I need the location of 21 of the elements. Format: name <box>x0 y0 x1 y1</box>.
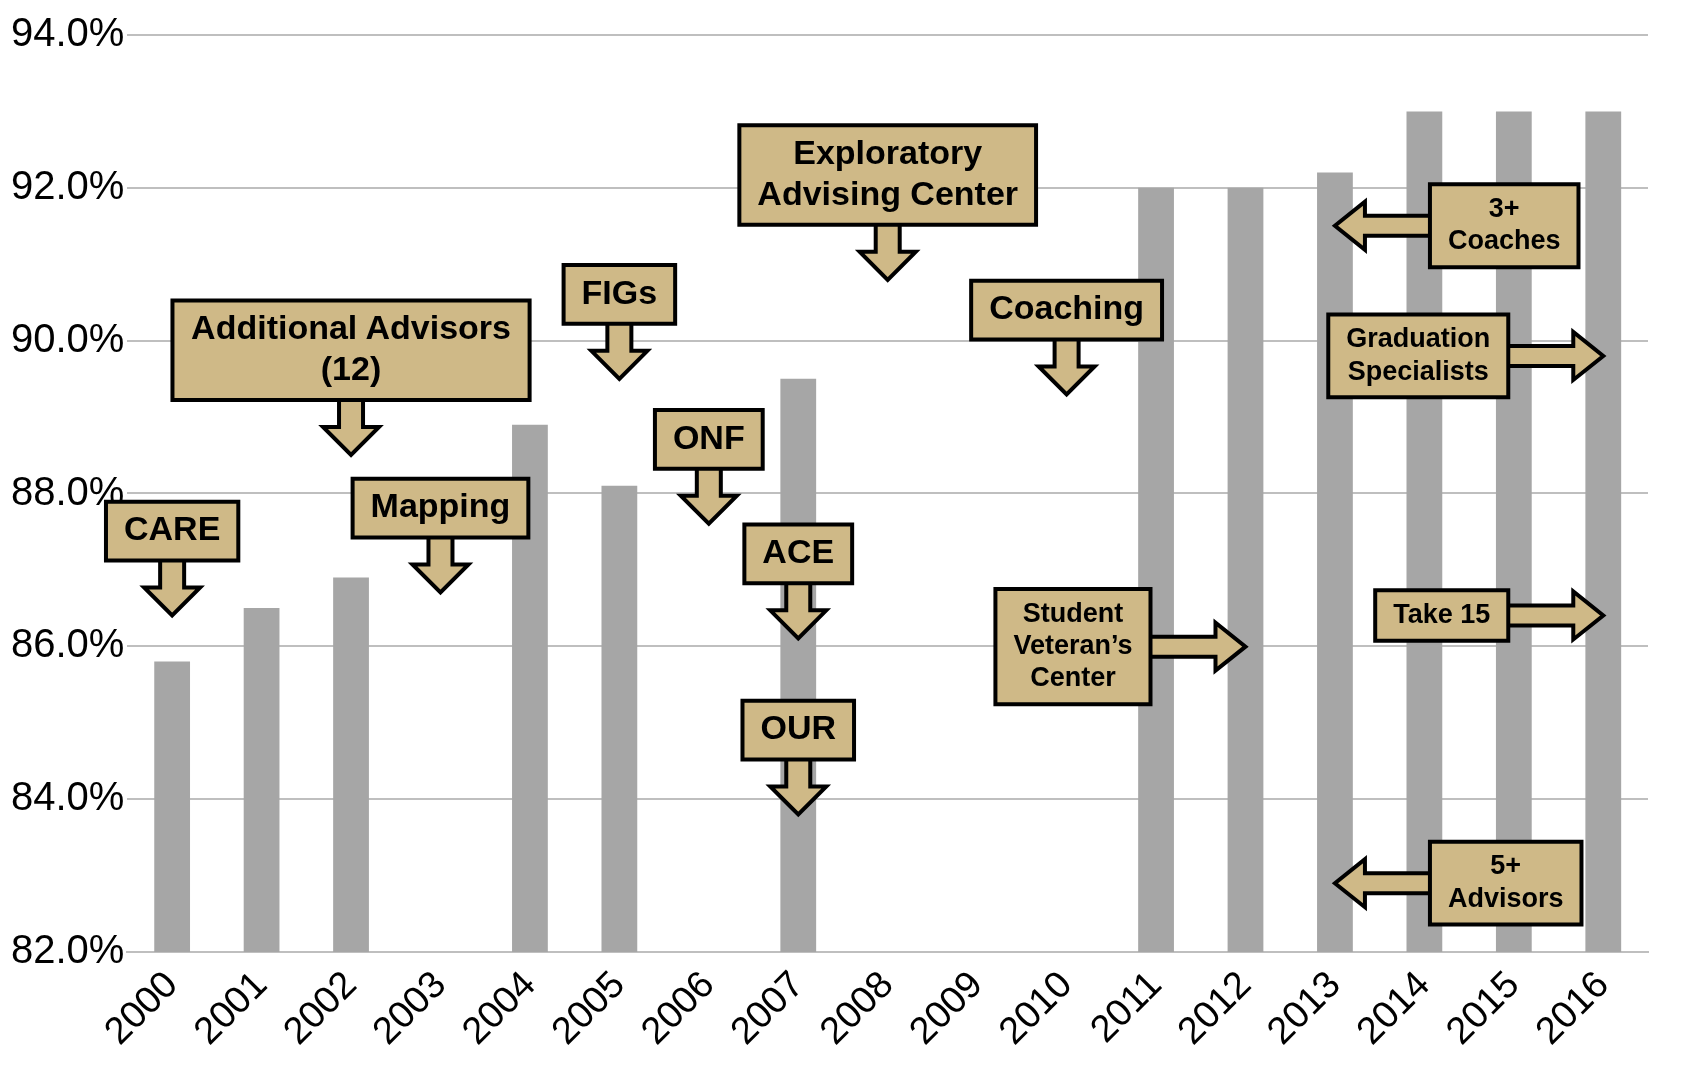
annotation: 5+ Advisors <box>1447 850 1564 913</box>
annotation: ACE <box>762 532 835 571</box>
y-tick-label: 88.0% <box>11 468 125 513</box>
annotation: Additional Advisors (12) <box>191 308 511 387</box>
annotation: FIGs <box>581 272 658 311</box>
y-tick-label: 90.0% <box>11 315 125 360</box>
y-tick-label: 92.0% <box>11 162 125 207</box>
y-tick-label: 84.0% <box>11 774 125 819</box>
annotation: OUR <box>760 708 837 747</box>
annotation: ONF <box>672 417 745 456</box>
y-tick-label: 94.0% <box>11 10 125 55</box>
y-tick-label: 86.0% <box>11 621 125 666</box>
annotation: Mapping <box>370 486 511 525</box>
annotation: 3+ Coaches <box>1447 192 1561 256</box>
annotation: Graduation Specialists <box>1346 323 1491 386</box>
annotation: Student Veteran’s Center <box>1013 597 1133 693</box>
annotation: Coaching <box>989 288 1145 327</box>
annotation: Take 15 <box>1393 598 1491 629</box>
annotation: CARE <box>123 509 221 548</box>
annotation: Exploratory Advising Center <box>757 133 1019 212</box>
y-tick-label: 82.0% <box>11 927 125 972</box>
